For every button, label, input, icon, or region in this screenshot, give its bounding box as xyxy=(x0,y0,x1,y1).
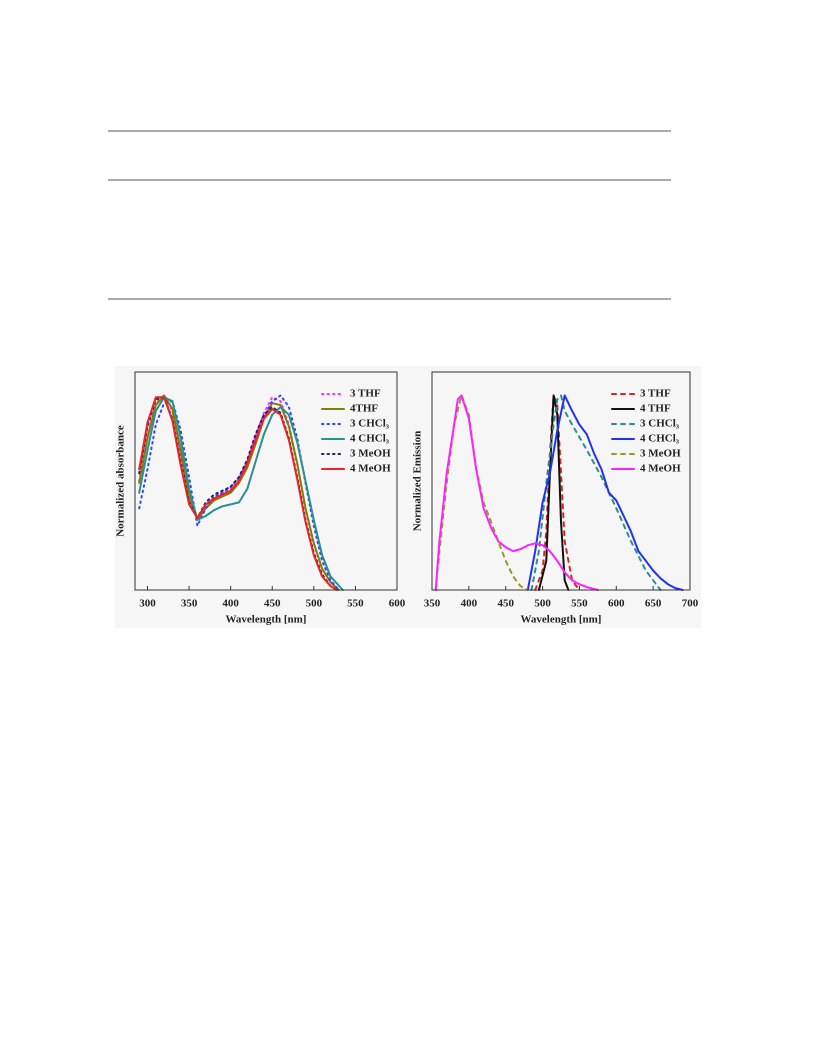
x-tick-label: 450 xyxy=(264,598,281,610)
x-tick-label: 550 xyxy=(571,598,588,610)
legend-label: 4 MeOH xyxy=(350,463,391,475)
spectrum-line xyxy=(526,394,684,591)
x-tick-label: 600 xyxy=(389,598,406,610)
spectrum-line xyxy=(138,394,340,591)
x-axis-label: Wavelength [nm] xyxy=(226,614,307,626)
plot-frame xyxy=(134,371,398,591)
spectrum-line xyxy=(138,396,339,591)
x-tick-label: 350 xyxy=(181,598,198,610)
x-tick-label: 700 xyxy=(682,598,699,610)
legend-label: 4 MeOH xyxy=(640,463,681,475)
legend-label: 3 MeOH xyxy=(640,448,681,460)
x-tick-label: 450 xyxy=(497,598,514,610)
legend-label: 4 CHCl₃ xyxy=(350,433,390,445)
x-tick-label: 300 xyxy=(139,598,156,610)
x-tick-label: 500 xyxy=(306,598,323,610)
legend-label: 3 MeOH xyxy=(350,448,391,460)
x-tick-label: 500 xyxy=(534,598,551,610)
x-tick-label: 400 xyxy=(222,598,239,610)
y-axis-label: Normalized Emission xyxy=(412,431,424,532)
legend-label: 4THF xyxy=(350,403,378,415)
legend-label: 3 CHCl₃ xyxy=(350,418,390,430)
x-tick-label: 600 xyxy=(608,598,625,610)
legend-label: 3 THF xyxy=(640,388,671,400)
plot-frame xyxy=(431,371,691,591)
x-tick-label: 350 xyxy=(424,598,441,610)
x-tick-label: 650 xyxy=(645,598,662,610)
spectrum-line xyxy=(138,396,344,591)
legend-label: 3 THF xyxy=(350,388,381,400)
spectrum-line xyxy=(530,394,662,591)
spectrum-line xyxy=(434,394,599,591)
legend-label: 4 THF xyxy=(640,403,671,415)
x-axis-label: Wavelength [nm] xyxy=(521,614,602,626)
x-tick-label: 550 xyxy=(347,598,364,610)
y-axis-label: Normalized absorbance xyxy=(115,425,127,537)
legend-label: 4 CHCl₃ xyxy=(640,433,680,445)
legend-label: 3 CHCl₃ xyxy=(640,418,680,430)
x-tick-label: 400 xyxy=(461,598,478,610)
